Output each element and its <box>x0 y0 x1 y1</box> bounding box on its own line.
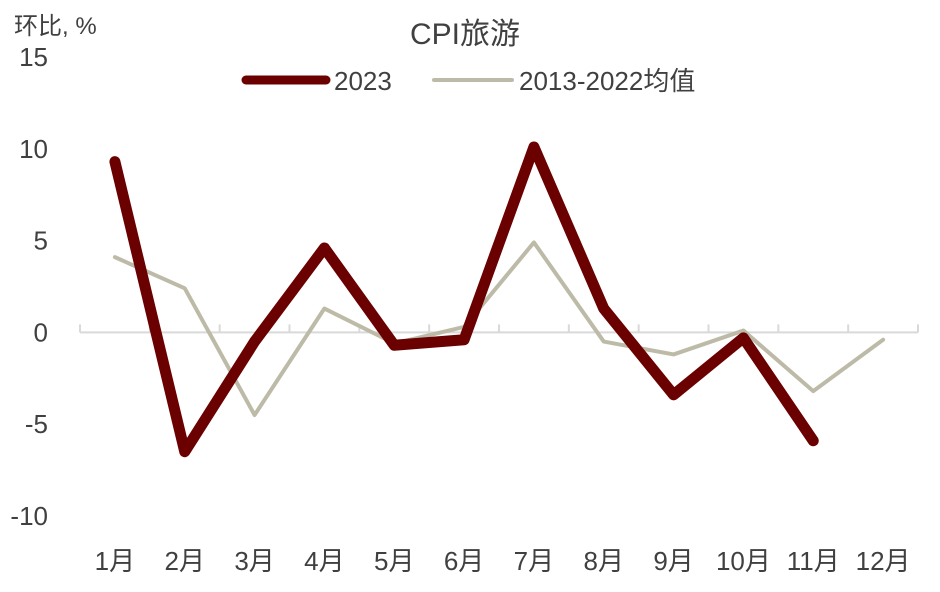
x-tick-label: 1月 <box>95 546 135 576</box>
x-tick-label: 11月 <box>787 546 840 576</box>
x-tick-label: 10月 <box>716 546 771 576</box>
x-tick-label: 5月 <box>374 546 414 576</box>
series-line-2013-2022-average <box>112 240 886 418</box>
y-axis-ticks: 15 10 5 0 -5 -10 <box>10 42 48 531</box>
y-tick-label: 15 <box>19 42 48 72</box>
x-tick-label: 6月 <box>444 546 484 576</box>
series-layer <box>109 141 886 458</box>
y-tick-label: 5 <box>34 226 48 256</box>
x-tick-label: 9月 <box>653 546 693 576</box>
x-tick-label: 3月 <box>234 546 274 576</box>
y-tick-label: -10 <box>10 501 48 531</box>
x-tick-label: 4月 <box>304 546 344 576</box>
series-line-2023 <box>109 141 819 458</box>
x-tick-label: 2月 <box>165 546 205 576</box>
x-tick-label: 12月 <box>856 546 911 576</box>
y-axis-label: 环比, % <box>14 13 97 40</box>
x-tick-label: 8月 <box>584 546 624 576</box>
legend-label-2013-2022-average: 2013-2022均值 <box>519 66 695 96</box>
y-tick-label: 10 <box>19 134 48 164</box>
y-tick-label: 0 <box>34 317 48 347</box>
chart-title: CPI旅游 <box>410 18 520 51</box>
x-axis: 1月 2月 3月 4月 5月 6月 7月 8月 9月 10月 11月 12月 <box>79 324 919 576</box>
legend-label-2023: 2023 <box>334 66 392 96</box>
legend: 2023 2013-2022均值 <box>241 66 695 96</box>
x-tick-label: 7月 <box>514 546 554 576</box>
y-tick-label: -5 <box>25 409 48 439</box>
